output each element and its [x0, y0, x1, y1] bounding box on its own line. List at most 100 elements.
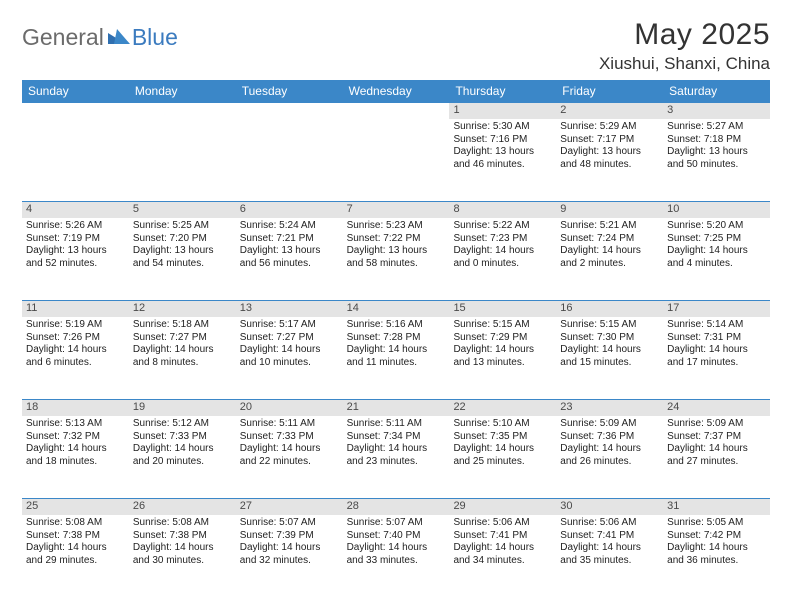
day-cell: Sunrise: 5:27 AMSunset: 7:18 PMDaylight:… [663, 119, 770, 201]
sunrise-text: Sunrise: 5:17 AM [240, 319, 339, 332]
sunrise-text: Sunrise: 5:20 AM [667, 220, 766, 233]
daylight-text: Daylight: 14 hours [667, 443, 766, 456]
daylight-text: Daylight: 14 hours [667, 542, 766, 555]
day-number: 23 [556, 400, 663, 416]
day-cell: Sunrise: 5:07 AMSunset: 7:40 PMDaylight:… [343, 515, 450, 597]
weekday-label: Monday [129, 80, 236, 103]
sunset-text: Sunset: 7:21 PM [240, 233, 339, 246]
day-cell: Sunrise: 5:06 AMSunset: 7:41 PMDaylight:… [556, 515, 663, 597]
weekday-label: Thursday [449, 80, 556, 103]
daylight-text-2: and 23 minutes. [347, 456, 446, 469]
day-number: 10 [663, 202, 770, 218]
day-number: 26 [129, 499, 236, 515]
sunrise-text: Sunrise: 5:06 AM [560, 517, 659, 530]
day-number: 5 [129, 202, 236, 218]
sunset-text: Sunset: 7:38 PM [26, 530, 125, 543]
empty-cell [129, 119, 236, 201]
sunset-text: Sunset: 7:33 PM [240, 431, 339, 444]
daylight-text: Daylight: 13 hours [453, 146, 552, 159]
day-number: 11 [22, 301, 129, 317]
daylight-text: Daylight: 13 hours [133, 245, 232, 258]
day-cell: Sunrise: 5:15 AMSunset: 7:30 PMDaylight:… [556, 317, 663, 399]
sunrise-text: Sunrise: 5:18 AM [133, 319, 232, 332]
sunset-text: Sunset: 7:29 PM [453, 332, 552, 345]
day-number [236, 103, 343, 119]
day-number: 9 [556, 202, 663, 218]
sunset-text: Sunset: 7:40 PM [347, 530, 446, 543]
sunset-text: Sunset: 7:34 PM [347, 431, 446, 444]
daylight-text: Daylight: 14 hours [560, 443, 659, 456]
day-cell: Sunrise: 5:11 AMSunset: 7:34 PMDaylight:… [343, 416, 450, 498]
sunrise-text: Sunrise: 5:15 AM [560, 319, 659, 332]
day-cell: Sunrise: 5:14 AMSunset: 7:31 PMDaylight:… [663, 317, 770, 399]
day-cell: Sunrise: 5:30 AMSunset: 7:16 PMDaylight:… [449, 119, 556, 201]
sunset-text: Sunset: 7:22 PM [347, 233, 446, 246]
daylight-text-2: and 22 minutes. [240, 456, 339, 469]
day-cell: Sunrise: 5:24 AMSunset: 7:21 PMDaylight:… [236, 218, 343, 300]
day-number: 17 [663, 301, 770, 317]
daylight-text-2: and 6 minutes. [26, 357, 125, 370]
daylight-text-2: and 50 minutes. [667, 159, 766, 172]
daynum-row: 11121314151617 [22, 300, 770, 317]
day-number: 29 [449, 499, 556, 515]
daylight-text: Daylight: 14 hours [560, 344, 659, 357]
day-cell: Sunrise: 5:08 AMSunset: 7:38 PMDaylight:… [129, 515, 236, 597]
daylight-text: Daylight: 14 hours [240, 443, 339, 456]
logo-text-2: Blue [132, 24, 178, 51]
day-cell: Sunrise: 5:29 AMSunset: 7:17 PMDaylight:… [556, 119, 663, 201]
header: General Blue May 2025 Xiushui, Shanxi, C… [22, 18, 770, 74]
day-cell: Sunrise: 5:25 AMSunset: 7:20 PMDaylight:… [129, 218, 236, 300]
week-row: Sunrise: 5:26 AMSunset: 7:19 PMDaylight:… [22, 218, 770, 300]
sunset-text: Sunset: 7:18 PM [667, 134, 766, 147]
day-number: 18 [22, 400, 129, 416]
day-number: 25 [22, 499, 129, 515]
day-cell: Sunrise: 5:10 AMSunset: 7:35 PMDaylight:… [449, 416, 556, 498]
week-row: Sunrise: 5:30 AMSunset: 7:16 PMDaylight:… [22, 119, 770, 201]
daylight-text: Daylight: 13 hours [240, 245, 339, 258]
daylight-text: Daylight: 13 hours [560, 146, 659, 159]
daynum-row: 123 [22, 103, 770, 119]
calendar-page: General Blue May 2025 Xiushui, Shanxi, C… [0, 0, 792, 597]
day-number: 20 [236, 400, 343, 416]
weekday-label: Friday [556, 80, 663, 103]
daylight-text-2: and 8 minutes. [133, 357, 232, 370]
day-number: 19 [129, 400, 236, 416]
day-number: 22 [449, 400, 556, 416]
day-number [343, 103, 450, 119]
daylight-text-2: and 27 minutes. [667, 456, 766, 469]
weekday-label: Saturday [663, 80, 770, 103]
day-number: 30 [556, 499, 663, 515]
daylight-text: Daylight: 14 hours [453, 443, 552, 456]
sunset-text: Sunset: 7:31 PM [667, 332, 766, 345]
daylight-text: Daylight: 14 hours [26, 344, 125, 357]
daylight-text: Daylight: 14 hours [560, 542, 659, 555]
daylight-text: Daylight: 13 hours [667, 146, 766, 159]
sunrise-text: Sunrise: 5:05 AM [667, 517, 766, 530]
daylight-text-2: and 29 minutes. [26, 555, 125, 568]
sunset-text: Sunset: 7:16 PM [453, 134, 552, 147]
sunset-text: Sunset: 7:23 PM [453, 233, 552, 246]
sunrise-text: Sunrise: 5:24 AM [240, 220, 339, 233]
daynum-row: 45678910 [22, 201, 770, 218]
sunset-text: Sunset: 7:25 PM [667, 233, 766, 246]
daylight-text: Daylight: 14 hours [667, 245, 766, 258]
day-number: 15 [449, 301, 556, 317]
day-number: 31 [663, 499, 770, 515]
daylight-text: Daylight: 14 hours [347, 443, 446, 456]
day-cell: Sunrise: 5:13 AMSunset: 7:32 PMDaylight:… [22, 416, 129, 498]
daylight-text-2: and 2 minutes. [560, 258, 659, 271]
daylight-text: Daylight: 14 hours [26, 542, 125, 555]
day-cell: Sunrise: 5:07 AMSunset: 7:39 PMDaylight:… [236, 515, 343, 597]
daylight-text-2: and 58 minutes. [347, 258, 446, 271]
sunset-text: Sunset: 7:27 PM [133, 332, 232, 345]
day-cell: Sunrise: 5:11 AMSunset: 7:33 PMDaylight:… [236, 416, 343, 498]
calendar: Sunday Monday Tuesday Wednesday Thursday… [22, 80, 770, 597]
daylight-text: Daylight: 14 hours [453, 344, 552, 357]
sunset-text: Sunset: 7:24 PM [560, 233, 659, 246]
logo: General Blue [22, 18, 178, 51]
empty-cell [236, 119, 343, 201]
sunset-text: Sunset: 7:39 PM [240, 530, 339, 543]
weekday-label: Sunday [22, 80, 129, 103]
sunset-text: Sunset: 7:19 PM [26, 233, 125, 246]
daylight-text-2: and 46 minutes. [453, 159, 552, 172]
